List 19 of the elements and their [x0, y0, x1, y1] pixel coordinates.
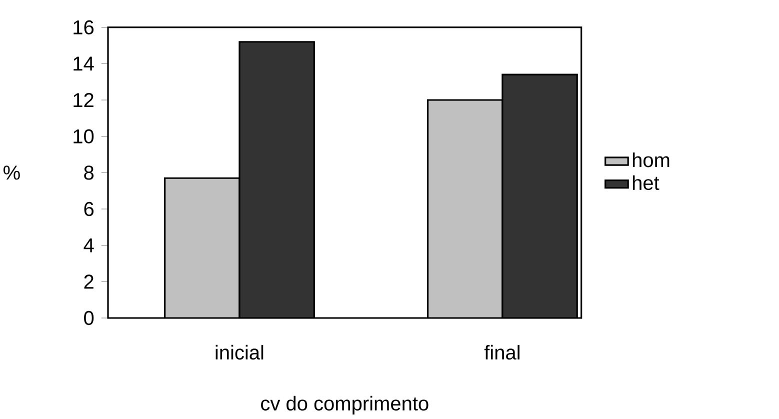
y-tick-label: 2	[84, 274, 94, 289]
y-axis-title: %	[4, 166, 20, 180]
y-tick-label: 8	[84, 166, 94, 180]
legend-label: hom	[632, 152, 670, 168]
legend-label: het	[632, 175, 660, 190]
x-tick-label: inicial	[216, 344, 264, 360]
y-tick-label: 4	[84, 238, 94, 252]
bar	[164, 177, 240, 318]
y-tick-label: 16	[74, 20, 94, 34]
y-tick-label: 14	[74, 56, 94, 71]
y-tick-label: 6	[84, 202, 94, 216]
y-tick-label: 12	[74, 93, 94, 107]
y-tick-label: 0	[84, 310, 94, 326]
bar	[502, 74, 578, 318]
y-tick-label: 10	[74, 129, 94, 144]
bar	[238, 41, 315, 318]
bar	[426, 99, 504, 318]
x-tick-label: final	[484, 344, 520, 360]
x-axis-title: cv do comprimento	[261, 396, 428, 415]
